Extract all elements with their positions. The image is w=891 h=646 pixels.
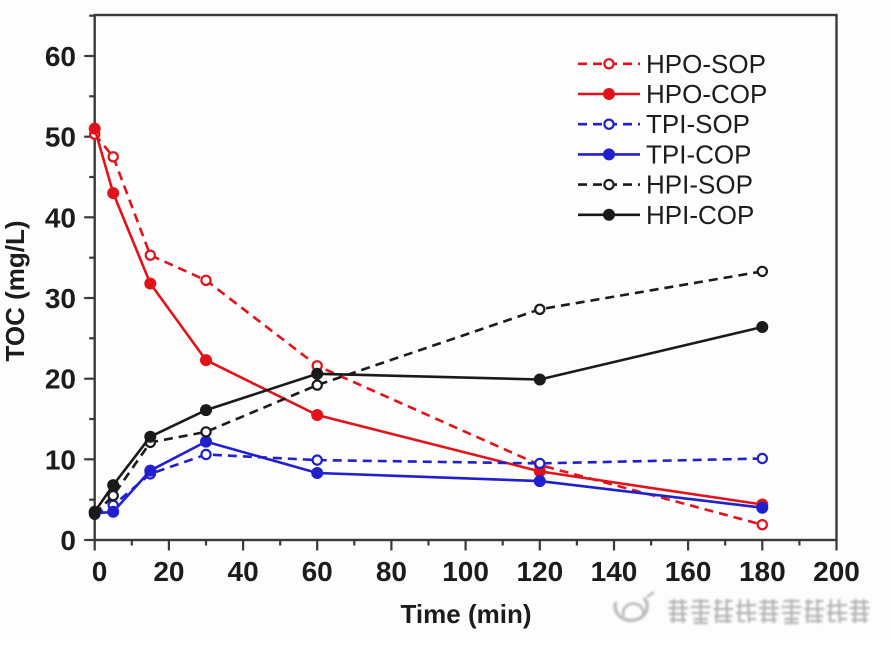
svg-text:140: 140 bbox=[591, 556, 638, 587]
svg-text:HPI-COP: HPI-COP bbox=[646, 200, 754, 230]
svg-text:0: 0 bbox=[92, 556, 108, 587]
svg-text:Time (min): Time (min) bbox=[401, 599, 532, 629]
svg-text:20: 20 bbox=[45, 364, 76, 395]
svg-text:50: 50 bbox=[45, 122, 76, 153]
svg-text:80: 80 bbox=[376, 556, 407, 587]
svg-text:200: 200 bbox=[813, 556, 860, 587]
svg-text:180: 180 bbox=[739, 556, 786, 587]
svg-text:20: 20 bbox=[153, 556, 184, 587]
svg-text:160: 160 bbox=[665, 556, 712, 587]
svg-text:100: 100 bbox=[442, 556, 489, 587]
svg-text:10: 10 bbox=[45, 444, 76, 475]
svg-text:HPO-SOP: HPO-SOP bbox=[646, 49, 766, 79]
svg-text:0: 0 bbox=[60, 525, 76, 556]
svg-text:TOC (mg/L): TOC (mg/L) bbox=[0, 220, 30, 361]
svg-text:TPI-COP: TPI-COP bbox=[646, 139, 751, 169]
svg-text:40: 40 bbox=[228, 556, 259, 587]
svg-text:HPI-SOP: HPI-SOP bbox=[646, 170, 753, 200]
svg-text:60: 60 bbox=[302, 556, 333, 587]
svg-text:60: 60 bbox=[45, 41, 76, 72]
svg-text:HPO-COP: HPO-COP bbox=[646, 79, 767, 109]
svg-text:120: 120 bbox=[516, 556, 563, 587]
svg-text:TPI-SOP: TPI-SOP bbox=[646, 109, 750, 139]
svg-text:30: 30 bbox=[45, 283, 76, 314]
svg-text:40: 40 bbox=[45, 202, 76, 233]
